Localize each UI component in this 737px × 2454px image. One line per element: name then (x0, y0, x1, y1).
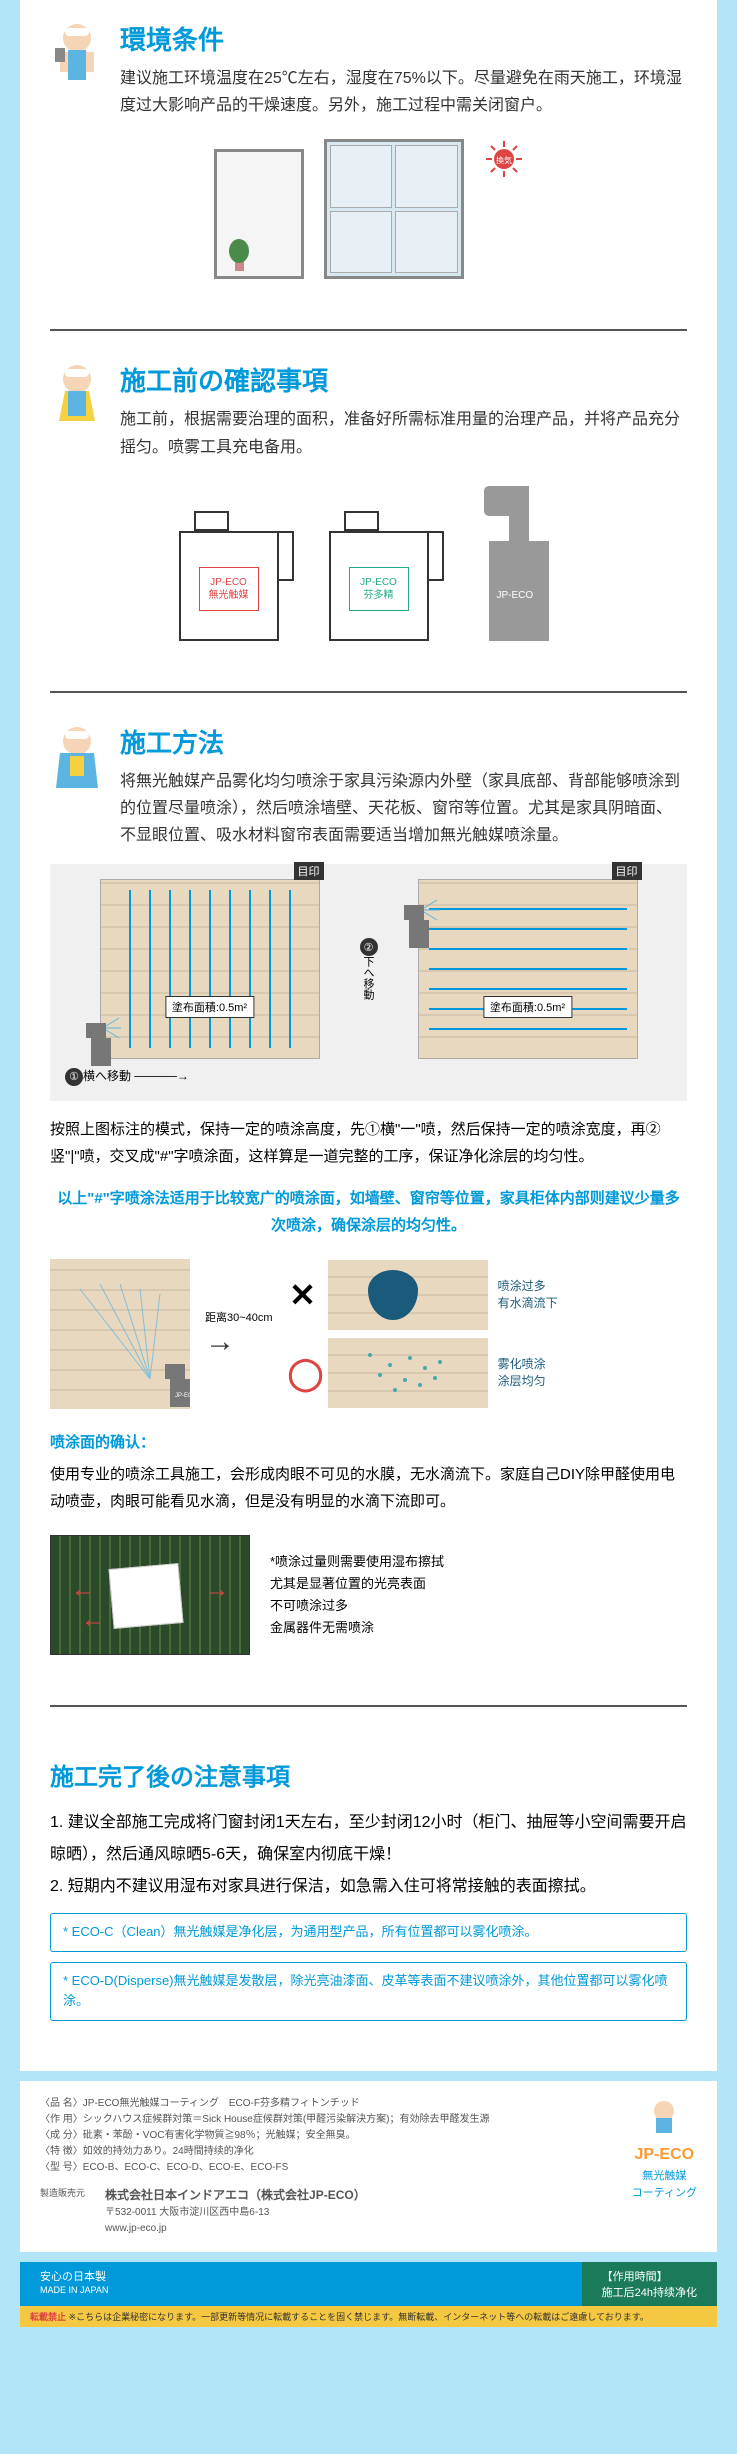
section-title: 施工前の確認事項 (120, 361, 687, 398)
company-address: 〒532-0011 大阪市淀川区西中島6-13 (105, 2205, 366, 2221)
footer-line: 〈品 名〉JP-ECO無光触媒コーティング ECO-F芬多精フィトンチッド (40, 2096, 697, 2112)
footer-line: 〈型 号〉ECO-B、ECO-C、ECO-D、ECO-E、ECO-FS (40, 2160, 697, 2176)
warn-label: 転載禁止 (30, 2312, 66, 2322)
svg-text:JP-ECO: JP-ECO (175, 1393, 197, 1399)
section-title: 施工完了後の注意事項 (50, 1757, 687, 1792)
instruction-text: 按照上图标注的模式，保持一定的喷涂高度，先①横"一"喷，然后保持一定的喷涂宽度，… (50, 1116, 687, 1170)
wipe-section: ← → ← *喷涂过量则需要使用湿布擦拭 尤其是显著位置的光亮表面 不可喷涂过多… (50, 1535, 687, 1655)
window-illustration: 換気 (50, 139, 687, 279)
list-item: 1. 建议全部施工完成将门窗封闭1天左右，至少封闭12小时（柜门、抽屉等小空间需… (50, 1807, 687, 1871)
mark-label: 目印 (612, 862, 642, 880)
jug-phytoncide: JP-ECO 芬多精 (329, 501, 449, 641)
footer-bar: 安心の日本製MADE IN JAPAN 【作用時間】施工后24h持续净化 (20, 2262, 717, 2306)
confirm-title: 喷涂面的确认： (50, 1429, 687, 1456)
spray-label: JP-ECO (497, 590, 534, 601)
svg-text:換気: 換気 (496, 155, 512, 165)
confirm-section: 喷涂面的确认： 使用专业的喷涂工具施工，会形成肉眼不可见的水膜，无水滴流下。家庭… (50, 1429, 687, 1515)
jug-name: 無光触媒 (209, 590, 249, 601)
divider (50, 1705, 687, 1707)
footer-line: 〈特 徴〉如效的持効力あり。24時間持续的净化 (40, 2144, 697, 2160)
section-title: 施工方法 (120, 723, 687, 760)
step2-label: ②下へ移動 (360, 938, 378, 1000)
logo-text: JP-ECO (632, 2142, 697, 2168)
arrow-icon: → (205, 1325, 273, 1359)
footer-line: 〈成 分〉砒素・苯酚・VOC有害化学物質≧98％；光触媒；安全無臭。 (40, 2128, 697, 2144)
jug-name: 芬多精 (364, 590, 394, 601)
area-label: 塗布面積:0.5m² (483, 996, 572, 1018)
jug-photocatalyst: JP-ECO 無光触媒 (179, 501, 299, 641)
divider (50, 691, 687, 693)
section-body: 建议施工环境温度在25℃左右，湿度在75%以下。尽量避免在雨天施工，环境湿度过大… (120, 65, 687, 119)
mark-label: 目印 (294, 862, 324, 880)
wall-horizontal-pattern: 目印 塗布面積:0.5m² (418, 879, 638, 1059)
section-environment: 環境条件 建议施工环境温度在25℃左右，湿度在75%以下。尽量避免在雨天施工，环… (50, 0, 687, 319)
step1-caption: ①横へ移動 ─────→ (65, 1067, 672, 1086)
mascot-icon (50, 361, 105, 436)
jug-brand: JP-ECO (360, 577, 397, 588)
warn-text: ※こちらは企業秘密になります。一部更新等情况に転載することを固く禁じます。無断転… (69, 2312, 649, 2322)
company-name: 株式会社日本インドアエコ（株式会社JP-ECO） (105, 2186, 366, 2205)
company-url: www.jp-eco.jp (105, 2221, 366, 2237)
area-label: 塗布面積:0.5m² (165, 996, 254, 1018)
distance-label: 距离30~40cm (205, 1309, 273, 1325)
footer-line: 〈作 用〉シックハウス症候群対策＝Sick House症候群対策(甲醛污染解決方… (40, 2112, 697, 2128)
section-post-construction: 施工完了後の注意事項 1. 建议全部施工完成将门窗封闭1天左右，至少封闭12小时… (50, 1717, 687, 2051)
wall-vertical-pattern: 目印 塗布面積:0.5m² (100, 879, 320, 1059)
footer-warning: 転載禁止 ※こちらは企業秘密になります。一部更新等情况に転載することを固く禁じま… (20, 2306, 717, 2327)
section-body: 将無光触媒产品雾化均匀喷涂于家具污染源内外壁（家具底部、背部能够喷涂到的位置尽量… (120, 768, 687, 850)
section-title: 環境条件 (120, 20, 687, 57)
o-mark-icon: ◯ (288, 1354, 318, 1392)
note-eco-d: * ECO-D(Disperse)無光触媒是发散层，除光亮油漆面、皮革等表面不建… (50, 1962, 687, 2022)
spray-bottle: JP-ECO (479, 481, 559, 641)
spray-pattern-diagram: 目印 塗布面積:0.5m² ②下へ移動 目印 塗布面積:0.5m² (50, 864, 687, 1101)
distributor-label: 製造販売元 (40, 2186, 85, 2200)
list-item: 2. 短期内不建议用湿布对家具进行保洁，如急需入住可将常接触的表面擦拭。 (50, 1871, 687, 1903)
sun-icon: 換気 (484, 139, 524, 179)
footer: 〈品 名〉JP-ECO無光触媒コーティング ECO-F芬多精フィトンチッド 〈作… (20, 2081, 717, 2252)
section-preparation: 施工前の確認事項 施工前，根据需要治理的面积，准备好所需标准用量的治理产品，并将… (50, 341, 687, 680)
footer-logo: JP-ECO 無光触媒コーティング (632, 2096, 697, 2203)
jug-brand: JP-ECO (210, 577, 247, 588)
good-result-text: 雾化喷涂 涂层均匀 (498, 1356, 546, 1390)
x-mark-icon: ✕ (288, 1276, 318, 1314)
section-body: 施工前，根据需要治理的面积，准备好所需标准用量的治理产品，并将产品充分摇匀。喷雾… (120, 406, 687, 460)
mascot-icon (50, 723, 105, 798)
bad-result-text: 喷涂过多 有水滴流下 (498, 1278, 558, 1312)
wipe-text: *喷涂过量则需要使用湿布擦拭 尤其是显著位置的光亮表面 不可喷涂过多 金属器件无… (270, 1551, 687, 1639)
note-eco-c: * ECO-C（Clean）無光触媒是净化层，为通用型产品，所有位置都可以雾化喷… (50, 1913, 687, 1952)
blue-note: 以上"#"字喷涂法适用于比较宽广的喷涂面，如墙壁、窗帘等位置，家具柜体内部则建议… (50, 1185, 687, 1239)
mascot-icon (50, 20, 105, 95)
spray-distance-demo: JP-ECO 距离30~40cm → ✕ 喷涂过多 有水滴流下 ◯ 雾化喷涂 涂… (50, 1259, 687, 1409)
product-containers: JP-ECO 無光触媒 JP-ECO 芬多精 JP-ECO (50, 481, 687, 641)
confirm-body: 使用专业的喷涂工具施工，会形成肉眼不可见的水膜，无水滴流下。家庭自己DIY除甲醛… (50, 1461, 687, 1515)
divider (50, 329, 687, 331)
section-method: 施工方法 将無光触媒产品雾化均匀喷涂于家具污染源内外壁（家具底部、背部能够喷涂到… (50, 703, 687, 1695)
